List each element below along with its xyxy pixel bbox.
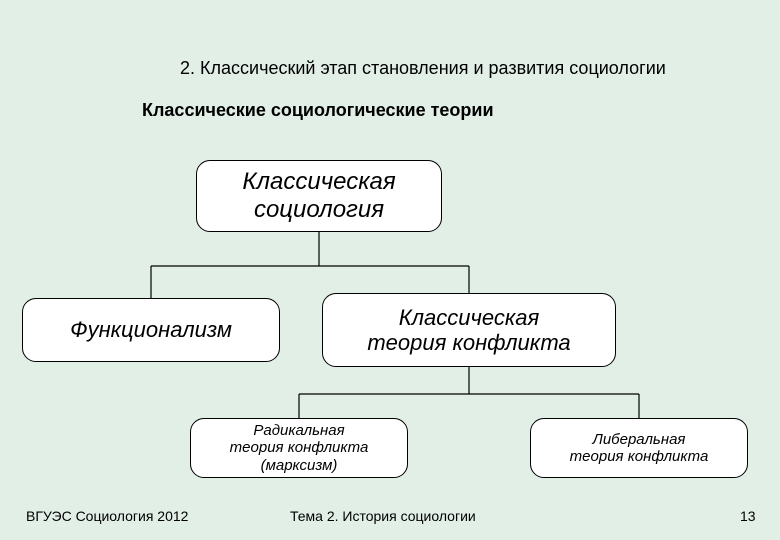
functionalism-node: Функционализм	[22, 298, 280, 362]
slide-title: 2. Классический этап становления и разви…	[180, 58, 666, 79]
radical-conflict-node: Радикальнаятеория конфликта(марксизм)	[190, 418, 408, 478]
footer-left: ВГУЭС Социология 2012	[26, 508, 188, 524]
footer-right: 13	[740, 508, 756, 524]
slide-subtitle: Классические социологические теории	[142, 100, 494, 121]
liberal-conflict-node: Либеральнаятеория конфликта	[530, 418, 748, 478]
conflict-theory-node: Классическаятеория конфликта	[322, 293, 616, 367]
root-node: Классическаясоциология	[196, 160, 442, 232]
footer-center: Тема 2. История социологии	[290, 508, 476, 524]
